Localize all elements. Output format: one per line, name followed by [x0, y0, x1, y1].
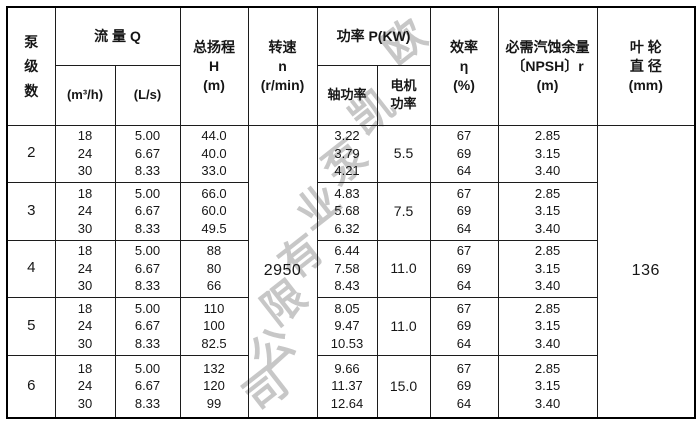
- flow-ls-cell: 5.00 6.67 8.33: [114, 296, 181, 356]
- table-row-stage-2: 2 18 24 30 5.00 6.67 8.33 44.0 40.0 33.0…: [6, 124, 696, 419]
- header-stage: 泵 级 数: [6, 6, 56, 126]
- flow-m3h-cell: 18 24 30: [54, 124, 116, 183]
- npsh-cell: 2.85 3.15 3.40: [497, 124, 598, 183]
- shaft-power-cell: 8.05 9.47 10.53: [316, 296, 378, 356]
- motor-power-cell: 11.0: [376, 296, 431, 356]
- flow-ls-cell: 5.00 6.67 8.33: [114, 124, 181, 183]
- table-row-stage-3: 3 18 24 30 5.00 6.67 8.33 66.0 60.0 49.5…: [6, 181, 695, 241]
- stage-cell: 6: [6, 354, 56, 419]
- speed-cell: 2950: [247, 124, 318, 419]
- motor-power-cell: 7.5: [376, 181, 431, 241]
- header-speed: 转速 n (r/min): [247, 6, 318, 126]
- shaft-power-cell: 3.22 3.79 4.21: [316, 124, 378, 183]
- table-row-stage-5: 5 18 24 30 5.00 6.67 8.33 110 100 82.5 8…: [6, 296, 695, 356]
- header-flow-m3h: (m³/h): [54, 64, 116, 126]
- header-flow: 流 量 Q: [54, 6, 181, 66]
- efficiency-cell: 67 69 64: [429, 181, 499, 241]
- head-cell: 88 80 66: [179, 239, 249, 298]
- header-shaft-power: 轴功率: [316, 64, 378, 126]
- impeller-cell: 136: [596, 124, 696, 419]
- table-row-stage-6: 6 18 24 30 5.00 6.67 8.33 132 120 99 9.6…: [6, 354, 695, 419]
- flow-m3h-cell: 18 24 30: [54, 239, 116, 298]
- head-cell: 132 120 99: [179, 354, 249, 419]
- flow-ls-cell: 5.00 6.67 8.33: [114, 181, 181, 241]
- header-power: 功率 P(KW): [316, 6, 431, 66]
- efficiency-cell: 67 69 64: [429, 354, 499, 419]
- head-cell: 44.0 40.0 33.0: [179, 124, 249, 183]
- flow-m3h-cell: 18 24 30: [54, 354, 116, 419]
- head-cell: 66.0 60.0 49.5: [179, 181, 249, 241]
- motor-power-cell: 5.5: [376, 124, 431, 183]
- head-cell: 110 100 82.5: [179, 296, 249, 356]
- stage-cell: 4: [6, 239, 56, 298]
- npsh-cell: 2.85 3.15 3.40: [497, 296, 598, 356]
- header-motor-power: 电机 功率: [376, 64, 431, 126]
- header-npsh: 必需汽蚀余量 〔NPSH〕r (m): [497, 6, 598, 126]
- npsh-cell: 2.85 3.15 3.40: [497, 354, 598, 419]
- flow-m3h-cell: 18 24 30: [54, 296, 116, 356]
- flow-ls-cell: 5.00 6.67 8.33: [114, 239, 181, 298]
- shaft-power-cell: 9.66 11.37 12.64: [316, 354, 378, 419]
- stage-cell: 3: [6, 181, 56, 241]
- header-head: 总扬程 H (m): [179, 6, 249, 126]
- header-impeller: 叶 轮 直 径 (mm): [596, 6, 696, 126]
- motor-power-cell: 11.0: [376, 239, 431, 298]
- pump-spec-table: 泵 级 数 流 量 Q 总扬程 H (m) 转速 n (r/min) 功率 P(…: [6, 6, 697, 419]
- npsh-cell: 2.85 3.15 3.40: [497, 181, 598, 241]
- flow-m3h-cell: 18 24 30: [54, 181, 116, 241]
- table-row-stage-4: 4 18 24 30 5.00 6.67 8.33 88 80 66 6.44 …: [6, 239, 695, 298]
- header-flow-ls: (L/s): [114, 64, 181, 126]
- shaft-power-cell: 6.44 7.58 8.43: [316, 239, 378, 298]
- npsh-cell: 2.85 3.15 3.40: [497, 239, 598, 298]
- header-efficiency: 效率 η (%): [429, 6, 499, 126]
- efficiency-cell: 67 69 64: [429, 296, 499, 356]
- efficiency-cell: 67 69 64: [429, 239, 499, 298]
- stage-cell: 5: [6, 296, 56, 356]
- motor-power-cell: 15.0: [376, 354, 431, 419]
- efficiency-cell: 67 69 64: [429, 124, 499, 183]
- shaft-power-cell: 4.83 5.68 6.32: [316, 181, 378, 241]
- stage-cell: 2: [6, 124, 56, 183]
- flow-ls-cell: 5.00 6.67 8.33: [114, 354, 181, 419]
